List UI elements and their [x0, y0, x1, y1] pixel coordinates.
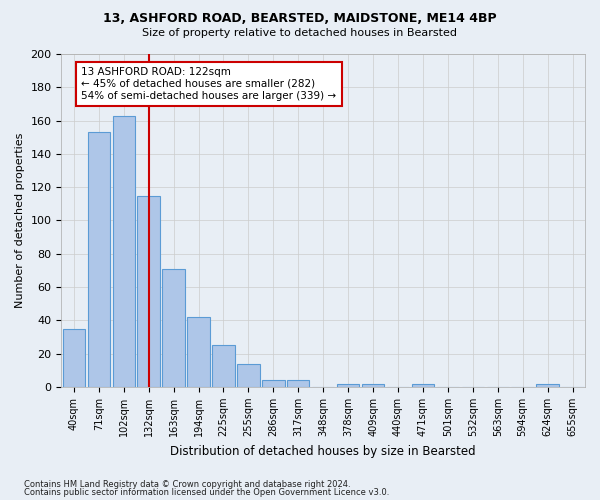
X-axis label: Distribution of detached houses by size in Bearsted: Distribution of detached houses by size … — [170, 444, 476, 458]
Bar — [362, 384, 384, 387]
Bar — [163, 268, 185, 387]
Bar — [237, 364, 260, 387]
Bar — [337, 384, 359, 387]
Bar — [137, 196, 160, 387]
Text: Size of property relative to detached houses in Bearsted: Size of property relative to detached ho… — [143, 28, 458, 38]
Text: 13 ASHFORD ROAD: 122sqm
← 45% of detached houses are smaller (282)
54% of semi-d: 13 ASHFORD ROAD: 122sqm ← 45% of detache… — [82, 68, 337, 100]
Text: Contains public sector information licensed under the Open Government Licence v3: Contains public sector information licen… — [24, 488, 389, 497]
Text: 13, ASHFORD ROAD, BEARSTED, MAIDSTONE, ME14 4BP: 13, ASHFORD ROAD, BEARSTED, MAIDSTONE, M… — [103, 12, 497, 26]
Bar — [187, 317, 210, 387]
Bar — [88, 132, 110, 387]
Bar — [62, 328, 85, 387]
Bar — [536, 384, 559, 387]
Bar — [113, 116, 135, 387]
Y-axis label: Number of detached properties: Number of detached properties — [15, 133, 25, 308]
Bar — [412, 384, 434, 387]
Bar — [262, 380, 284, 387]
Text: Contains HM Land Registry data © Crown copyright and database right 2024.: Contains HM Land Registry data © Crown c… — [24, 480, 350, 489]
Bar — [287, 380, 310, 387]
Bar — [212, 346, 235, 387]
